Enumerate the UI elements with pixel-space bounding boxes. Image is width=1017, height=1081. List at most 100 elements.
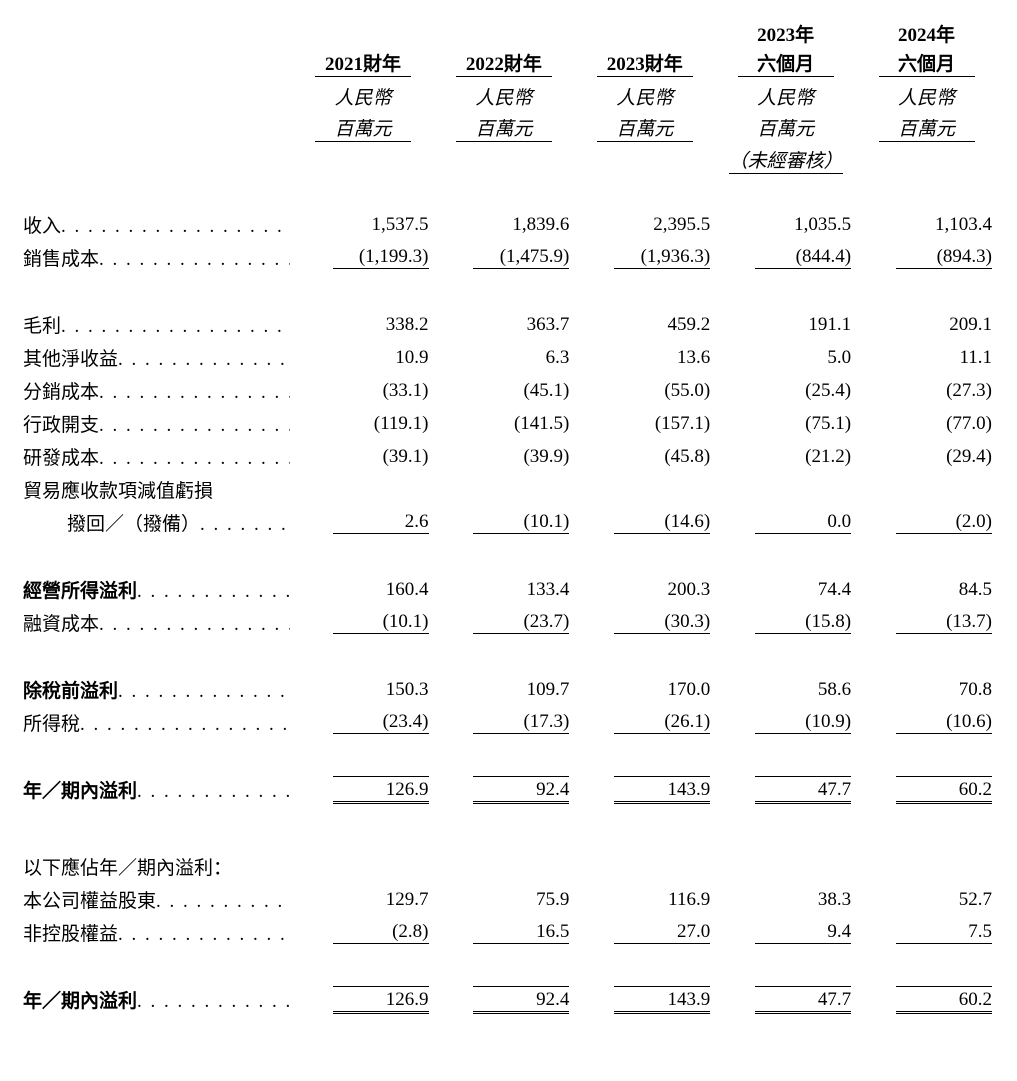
gross-3: 459.2	[614, 314, 710, 336]
admin-5: (77.0)	[896, 413, 992, 435]
pbt-1: 150.3	[333, 679, 429, 701]
hdr-p4-l2: 六個月	[738, 49, 834, 77]
label-dist: 分銷成本	[23, 382, 99, 403]
profit-5: 60.2	[896, 776, 992, 804]
profit2-5: 60.2	[896, 986, 992, 1014]
label-profit2: 年／期內溢利	[23, 991, 137, 1012]
header-unit-row-2: 百萬元 百萬元 百萬元 百萬元 百萬元	[23, 110, 994, 142]
unit-2b: 百萬元	[456, 114, 552, 142]
label-gross: 毛利	[23, 316, 61, 337]
row-impair-l1: 貿易應收款項減值虧損	[23, 473, 994, 506]
fincost-4: (15.8)	[755, 611, 851, 634]
profit-4: 47.7	[755, 776, 851, 804]
row-profit2: 年／期內溢利. . . . . . . . . . . . . . . . . …	[23, 983, 994, 1016]
cogs-5: (894.3)	[896, 246, 992, 269]
row-dist: 分銷成本. . . . . . . . . . . . . . . . . . …	[23, 374, 994, 407]
unit-2a: 人民幣	[475, 88, 532, 109]
unit-3b: 百萬元	[597, 114, 693, 142]
cogs-1: (1,199.3)	[333, 246, 429, 269]
gross-2: 363.7	[473, 314, 569, 336]
unit-1b: 百萬元	[315, 114, 411, 142]
tax-4: (10.9)	[755, 711, 851, 734]
unit-3a: 人民幣	[616, 88, 673, 109]
row-impair-l2: 撥回／（撥備）. . . . . . . . . . . . . . . . .…	[23, 506, 994, 539]
label-admin: 行政開支	[23, 415, 99, 436]
revenue-5: 1,103.4	[896, 214, 992, 236]
fincost-2: (23.7)	[473, 611, 569, 634]
profit2-2: 92.4	[473, 986, 569, 1014]
equity-3: 116.9	[614, 889, 710, 911]
otherinc-3: 13.6	[614, 347, 710, 369]
rnd-5: (29.4)	[896, 446, 992, 468]
revenue-2: 1,839.6	[473, 214, 569, 236]
unit-5a: 人民幣	[898, 88, 955, 109]
pbt-4: 58.6	[755, 679, 851, 701]
revenue-4: 1,035.5	[755, 214, 851, 236]
row-fincost: 融資成本. . . . . . . . . . . . . . . . . . …	[23, 606, 994, 639]
impair-3: (14.6)	[614, 511, 710, 534]
admin-3: (157.1)	[614, 413, 710, 435]
opprofit-5: 84.5	[896, 579, 992, 601]
impair-5: (2.0)	[896, 511, 992, 534]
label-impair-l2: 撥回／（撥備）	[67, 514, 200, 535]
hdr-p1-l2: 2021財年	[315, 49, 411, 77]
label-impair-l1: 貿易應收款項減值虧損	[23, 481, 213, 502]
tax-3: (26.1)	[614, 711, 710, 734]
label-opprofit: 經營所得溢利	[23, 581, 137, 602]
gross-4: 191.1	[755, 314, 851, 336]
dist-5: (27.3)	[896, 380, 992, 402]
opprofit-1: 160.4	[333, 579, 429, 601]
row-revenue: 收入. . . . . . . . . . . . . . . . . . . …	[23, 208, 994, 241]
label-attrib-hdr: 以下應佔年／期內溢利：	[23, 858, 232, 879]
rnd-4: (21.2)	[755, 446, 851, 468]
equity-1: 129.7	[333, 889, 429, 911]
revenue-3: 2,395.5	[614, 214, 710, 236]
row-admin: 行政開支. . . . . . . . . . . . . . . . . . …	[23, 407, 994, 440]
equity-2: 75.9	[473, 889, 569, 911]
opprofit-4: 74.4	[755, 579, 851, 601]
profit2-1: 126.9	[333, 986, 429, 1014]
label-tax: 所得稅	[23, 714, 80, 735]
dist-2: (45.1)	[473, 380, 569, 402]
tax-5: (10.6)	[896, 711, 992, 734]
row-cogs: 銷售成本. . . . . . . . . . . . . . . . . . …	[23, 241, 994, 274]
otherinc-1: 10.9	[333, 347, 429, 369]
nci-5: 7.5	[896, 921, 992, 944]
header-row-1: 2023年 2024年	[23, 20, 994, 49]
row-profit: 年／期內溢利. . . . . . . . . . . . . . . . . …	[23, 773, 994, 806]
impair-1: 2.6	[333, 511, 429, 534]
row-nci: 非控股權益. . . . . . . . . . . . . . . . . .…	[23, 916, 994, 949]
unaudited-label: （未經審核）	[729, 146, 843, 174]
gross-1: 338.2	[333, 314, 429, 336]
admin-1: (119.1)	[333, 413, 429, 435]
rnd-1: (39.1)	[333, 446, 429, 468]
header-unaudited-row: （未經審核）	[23, 142, 994, 174]
row-opprofit: 經營所得溢利. . . . . . . . . . . . . . . . . …	[23, 573, 994, 606]
fincost-3: (30.3)	[614, 611, 710, 634]
dist-1: (33.1)	[333, 380, 429, 402]
nci-2: 16.5	[473, 921, 569, 944]
otherinc-4: 5.0	[755, 347, 851, 369]
fincost-5: (13.7)	[896, 611, 992, 634]
profit-2: 92.4	[473, 776, 569, 804]
row-attrib-hdr: 以下應佔年／期內溢利：	[23, 850, 994, 883]
rnd-3: (45.8)	[614, 446, 710, 468]
cogs-2: (1,475.9)	[473, 246, 569, 269]
label-otherinc: 其他淨收益	[23, 349, 118, 370]
fincost-1: (10.1)	[333, 611, 429, 634]
profit-3: 143.9	[614, 776, 710, 804]
otherinc-2: 6.3	[473, 347, 569, 369]
row-rnd: 研發成本. . . . . . . . . . . . . . . . . . …	[23, 440, 994, 473]
financial-table: 2023年 2024年 2021財年 2022財年 2023財年 六個月 六個月…	[23, 20, 994, 1016]
hdr-p5-l1: 2024年	[898, 25, 955, 46]
equity-4: 38.3	[755, 889, 851, 911]
admin-4: (75.1)	[755, 413, 851, 435]
nci-4: 9.4	[755, 921, 851, 944]
rnd-2: (39.9)	[473, 446, 569, 468]
hdr-p3-l2: 2023財年	[597, 49, 693, 77]
opprofit-3: 200.3	[614, 579, 710, 601]
dist-4: (25.4)	[755, 380, 851, 402]
gross-5: 209.1	[896, 314, 992, 336]
label-cogs: 銷售成本	[23, 249, 99, 270]
tax-2: (17.3)	[473, 711, 569, 734]
